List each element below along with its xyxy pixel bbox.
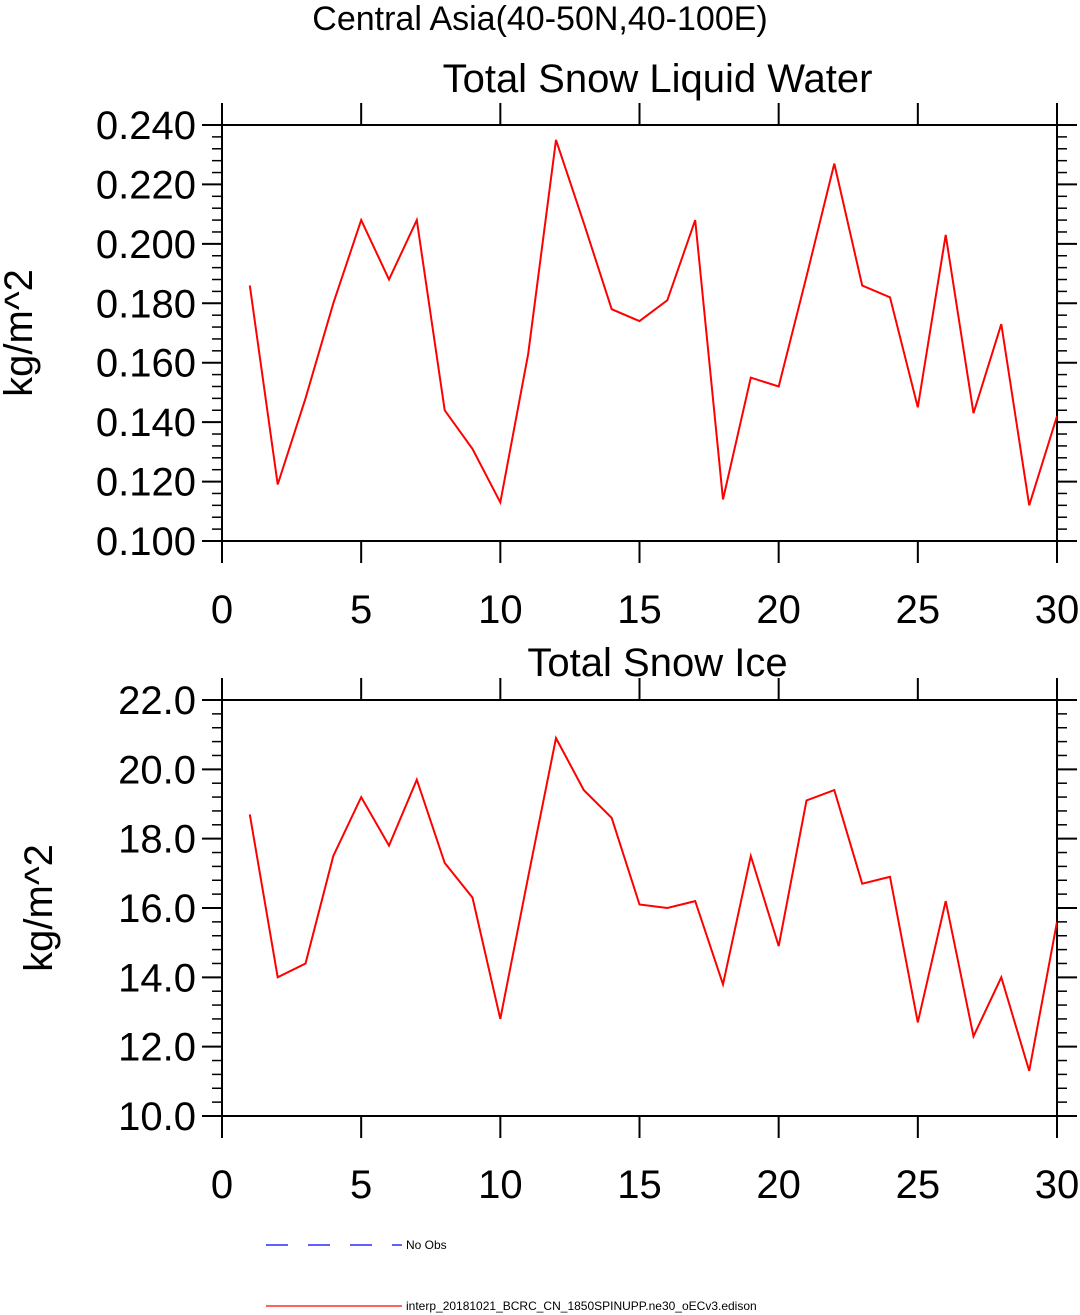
chart-title: Total Snow Liquid Water — [443, 57, 873, 101]
chart-panel-1: 0 5 10 15 20 25 30 0.100 0.120 0.140 0.160 0.180 0.2… — [0, 57, 1079, 632]
x-tick-label: 25 — [896, 588, 941, 632]
x-tick-label: 10 — [478, 588, 523, 632]
x-tick-label: 25 — [896, 1163, 941, 1207]
y-tick-label: 0.100 — [96, 520, 196, 564]
plot-frame — [221, 124, 1058, 542]
plot-frame — [221, 699, 1058, 1117]
legend: No Obs interp_20181021_BCRC_CN_1850SPINUP… — [266, 1238, 757, 1313]
y-tick-label: 20.0 — [118, 748, 196, 792]
chart-title: Total Snow Ice — [527, 641, 787, 685]
y-tick-label: 0.220 — [96, 163, 196, 207]
y-tick-label: 12.0 — [118, 1026, 196, 1070]
y-axis-label: kg/m^2 — [17, 844, 61, 972]
x-tick-label: 15 — [617, 588, 662, 632]
y-tick-label: 0.120 — [96, 461, 196, 505]
y-axis-label: kg/m^2 — [0, 269, 41, 397]
x-tick-label: 20 — [756, 1163, 801, 1207]
x-tick-label: 0 — [211, 588, 233, 632]
y-tick-label: 10.0 — [118, 1095, 196, 1139]
x-tick-label: 0 — [211, 1163, 233, 1207]
x-tick-label: 5 — [350, 1163, 372, 1207]
y-tick-label: 0.200 — [96, 223, 196, 267]
legend-label: No Obs — [406, 1238, 447, 1252]
legend-label: interp_20181021_BCRC_CN_1850SPINUPP.ne30… — [406, 1299, 757, 1313]
x-tick-label: 20 — [756, 588, 801, 632]
y-tick-label: 0.240 — [96, 104, 196, 148]
y-tick-label: 18.0 — [118, 818, 196, 862]
y-tick-label: 0.160 — [96, 342, 196, 386]
x-tick-label: 30 — [1035, 588, 1080, 632]
plots-group: 0 5 10 15 20 25 30 0.100 0.120 0.140 0.160 0.180 0.2… — [0, 57, 1079, 1207]
x-tick-label: 5 — [350, 588, 372, 632]
y-tick-label: 0.180 — [96, 282, 196, 326]
x-tick-label: 10 — [478, 1163, 523, 1207]
series-line-1 — [248, 139, 1057, 506]
series-line-1 — [248, 735, 1057, 1072]
x-tick-label: 15 — [617, 1163, 662, 1207]
x-tick-label: 30 — [1035, 1163, 1080, 1207]
y-tick-label: 0.140 — [96, 401, 196, 445]
y-tick-label: 22.0 — [118, 679, 196, 723]
y-tick-label: 16.0 — [118, 887, 196, 931]
y-tick-label: 14.0 — [118, 956, 196, 1000]
chart-panel-2: 0 5 10 15 20 25 30 10.0 12.0 14.0 16.0 18.0 20.0 22.0… — [17, 641, 1079, 1207]
figure-title: Central Asia(40-50N,40-100E) — [312, 0, 767, 38]
